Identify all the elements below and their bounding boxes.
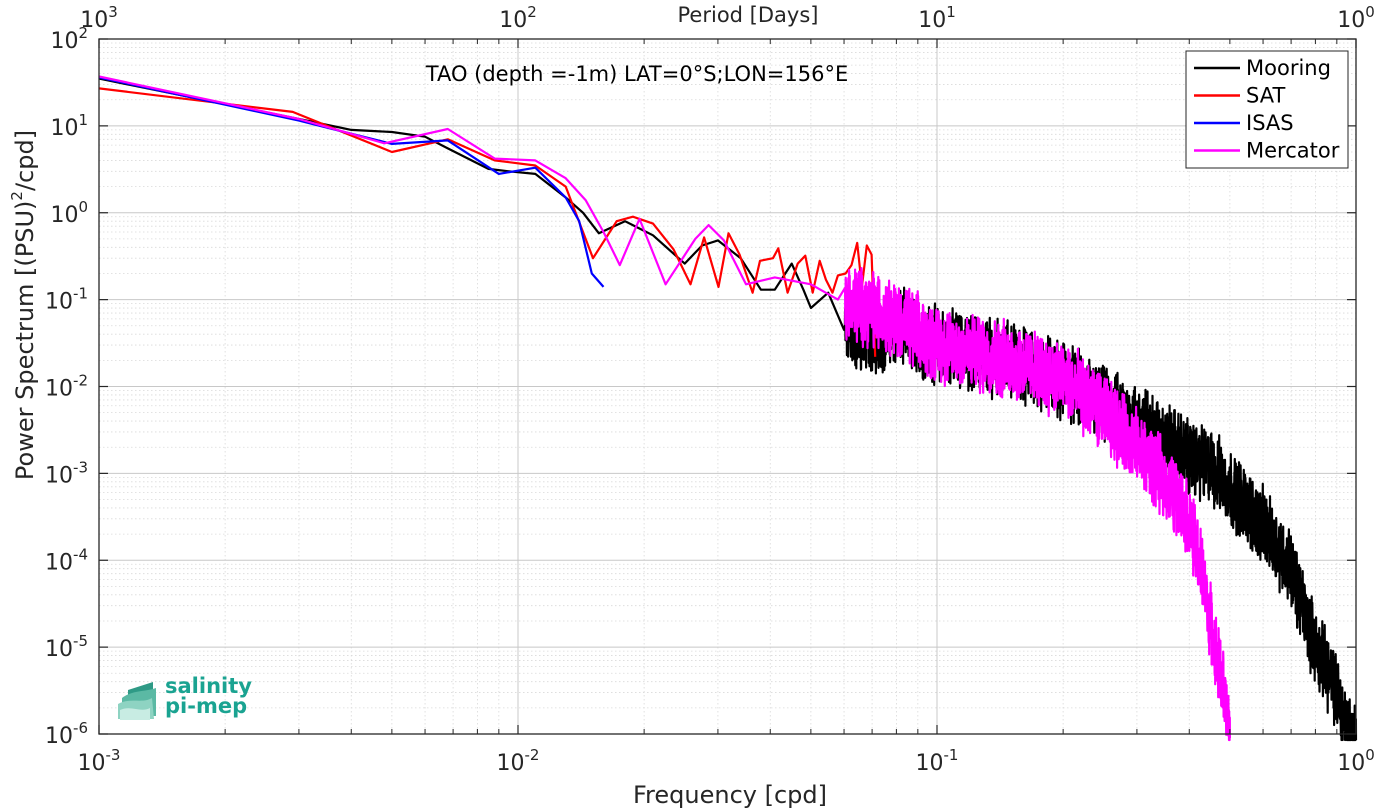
y-tick-label-base: 10 (50, 116, 78, 141)
y-axis-title: Power Spectrum [(PSU)2/cpd] (8, 130, 39, 480)
y-tick-label-exp: -3 (73, 458, 88, 476)
top-tick-label: 100 (1337, 3, 1375, 33)
x-tick-label-exp: -3 (106, 746, 121, 764)
legend-label-mercator: Mercator (1246, 139, 1340, 163)
y-tick-label-base: 10 (45, 377, 73, 402)
top-tick-label: 102 (499, 3, 537, 33)
top-tick-label-base: 10 (918, 8, 946, 33)
tick-marks (98, 38, 1357, 735)
y-tick-label: 102 (50, 24, 88, 54)
top-tick-label-exp: 1 (946, 3, 956, 21)
legend-label-isas: ISAS (1246, 111, 1294, 135)
x-tick-label-exp: -1 (944, 746, 959, 764)
y-tick-label-base: 10 (45, 550, 73, 575)
x-tick-label-base: 10 (916, 751, 944, 776)
y-tick-label-base: 10 (45, 463, 73, 488)
top-tick-label-exp: 0 (1365, 3, 1375, 21)
x-tick-label-base: 10 (1337, 751, 1365, 776)
series-line-mercator (98, 75, 1231, 742)
top-tick-label-base: 10 (1337, 8, 1365, 33)
legend-label-mooring: Mooring (1246, 56, 1331, 80)
logo-salinity-text: salinity (165, 674, 252, 698)
top-tick-label-base: 10 (80, 8, 108, 33)
y-axis-title-tail: /cpd] (11, 130, 39, 191)
y-tick-label: 10-1 (45, 285, 88, 315)
top-tick-label-base: 10 (499, 8, 527, 33)
chart-title-annotation: TAO (depth =-1m) LAT=0°S;LON=156°E (425, 62, 849, 86)
series-line-mooring (98, 77, 1358, 742)
series-layer (98, 75, 1358, 742)
x-axis-title: Frequency [cpd] (633, 781, 827, 809)
y-tick-label-exp: -1 (73, 285, 88, 303)
y-tick-label-exp: 2 (78, 24, 88, 42)
y-tick-label-base: 10 (45, 290, 73, 315)
top-tick-label-exp: 2 (527, 3, 537, 21)
y-tick-label: 10-2 (45, 372, 88, 402)
y-axis-title-sup: 2 (8, 191, 26, 201)
top-tick-label: 101 (918, 3, 956, 33)
legend-box (1185, 50, 1349, 169)
x-tick-label-exp: 0 (1365, 746, 1375, 764)
top-axis-title: Period [Days] (678, 3, 819, 27)
y-tick-label-exp: -6 (73, 719, 88, 737)
x-tick-label-base: 10 (78, 751, 106, 776)
y-tick-label-exp: -5 (73, 632, 88, 650)
logo-pimep-text: pi-mep (165, 694, 247, 718)
y-tick-label: 10-3 (45, 458, 88, 488)
y-tick-label-exp: -2 (73, 372, 88, 390)
y-tick-label-base: 10 (45, 637, 73, 662)
top-tick-labels: 103 102 101 100 (80, 3, 1375, 33)
y-tick-label-base: 10 (45, 724, 73, 749)
legend: Mooring SAT ISAS Mercator (1185, 50, 1349, 169)
y-tick-label-exp: 1 (78, 111, 88, 129)
x-tick-label: 100 (1337, 746, 1375, 776)
x-tick-label-base: 10 (497, 751, 525, 776)
y-tick-label-exp: -4 (73, 545, 88, 563)
y-tick-label: 10-5 (45, 632, 88, 662)
legend-label-sat: SAT (1246, 84, 1285, 108)
x-tick-label: 10-1 (916, 746, 959, 776)
x-tick-label-exp: -2 (525, 746, 540, 764)
y-tick-label: 101 (50, 111, 88, 141)
y-tick-label: 10-6 (45, 719, 88, 749)
wave-logo-icon (118, 682, 156, 720)
y-axis-title-main: Power Spectrum [(PSU) (11, 201, 39, 480)
y-tick-label: 10-4 (45, 545, 88, 575)
salinity-pi-mep-logo: salinity pi-mep (118, 674, 252, 720)
series-line-sat (98, 87, 877, 357)
y-tick-label: 100 (50, 198, 88, 228)
x-tick-label: 10-2 (497, 746, 540, 776)
x-tick-labels: 10-3 10-2 10-1 100 (78, 746, 1375, 776)
x-tick-label: 10-3 (78, 746, 121, 776)
top-tick-label: 103 (80, 3, 118, 33)
minor-grid (99, 39, 1356, 734)
top-tick-label-exp: 3 (108, 3, 118, 21)
y-tick-label-base: 10 (50, 203, 78, 228)
major-grid (98, 38, 1357, 735)
y-tick-label-exp: 0 (78, 198, 88, 216)
y-tick-label-base: 10 (50, 29, 78, 54)
